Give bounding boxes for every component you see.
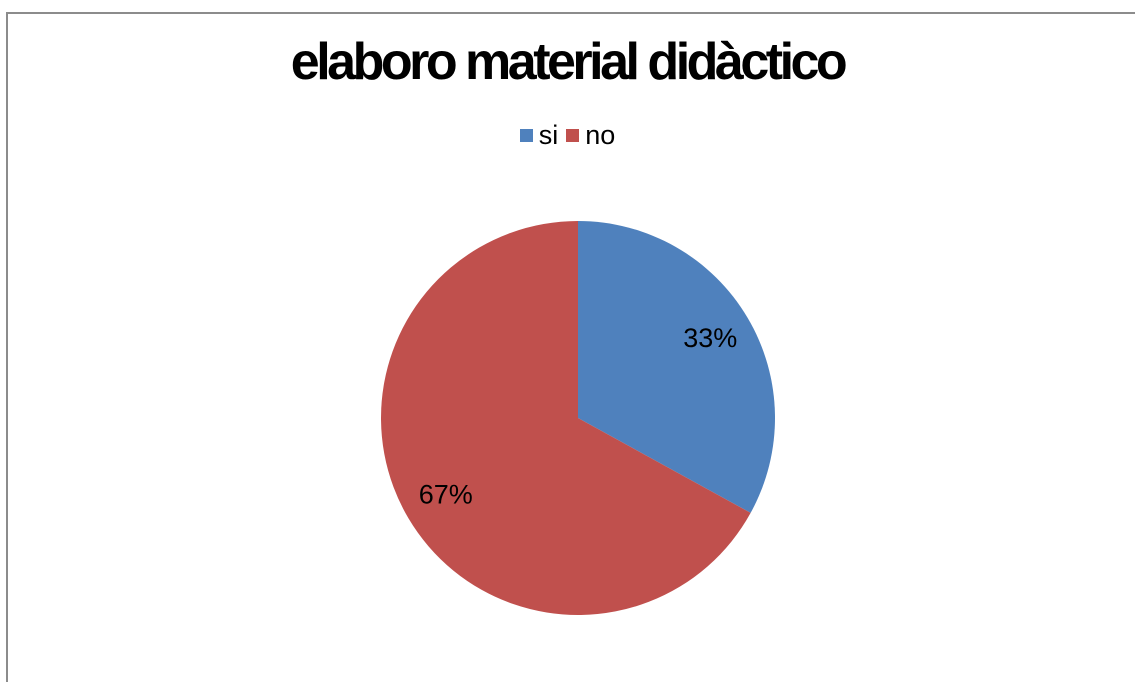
pie-labels: 33% 67%: [419, 323, 738, 509]
legend-swatch-si: [519, 129, 533, 142]
chart-legend: si no: [0, 120, 1135, 151]
legend-label-si: si: [538, 120, 559, 150]
chart-title: elaboro material didàctico: [290, 33, 848, 91]
slice-label-si: 33%: [683, 323, 737, 353]
legend-swatch-no: [566, 129, 580, 142]
legend-label-no: no: [585, 120, 616, 150]
slice-label-no: 67%: [419, 479, 473, 509]
legend-item-si: si: [519, 120, 559, 151]
legend-item-no: no: [566, 120, 615, 151]
pie-chart: 33% 67%: [381, 221, 775, 615]
pie-slices: [381, 221, 775, 615]
pie-slice-si: [578, 221, 775, 513]
pie-slice-no: [381, 221, 751, 615]
